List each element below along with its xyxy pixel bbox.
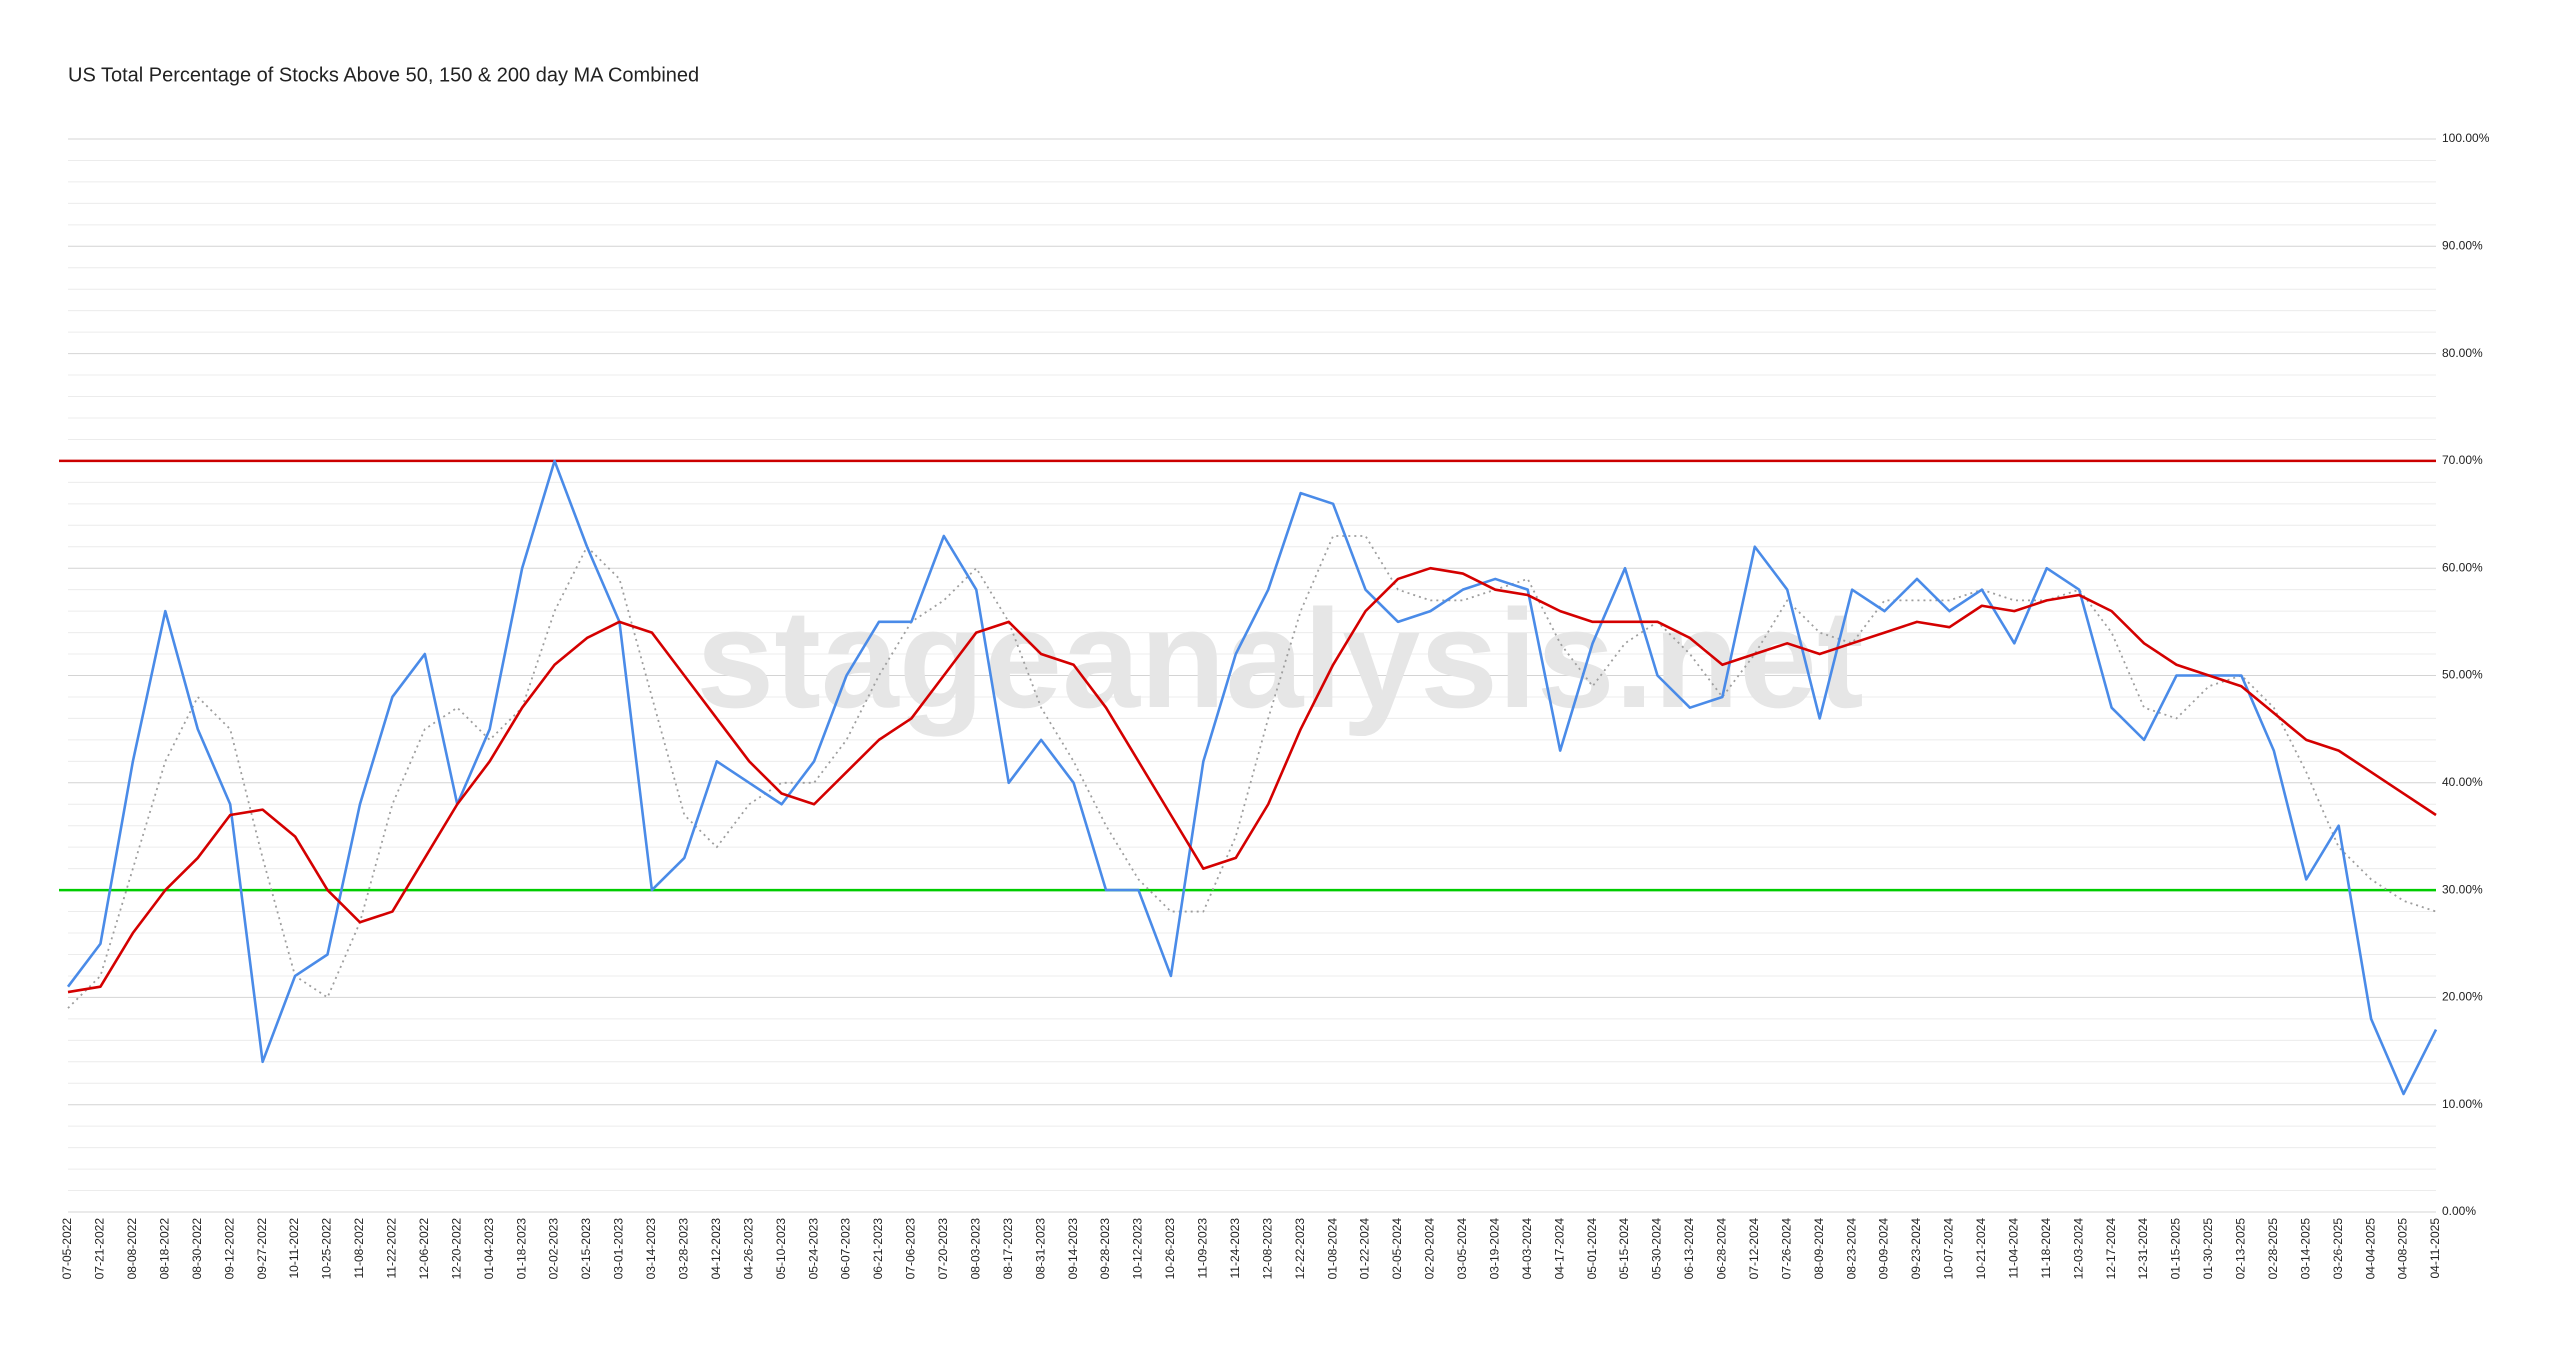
series-line (67, 566, 2437, 994)
x-tick-label: 04-03-2024 (1520, 1218, 1534, 1280)
y-tick-label: 80.00% (2442, 346, 2483, 360)
x-tick-label: 09-14-2023 (1066, 1218, 1080, 1280)
x-tick-label: 04-11-2025 (2428, 1218, 2442, 1279)
x-tick-label: 03-19-2024 (1487, 1218, 1501, 1280)
x-tick-label: 01-18-2023 (514, 1218, 528, 1280)
x-tick-label: 07-21-2022 (93, 1218, 107, 1280)
x-tick-label: 03-26-2025 (2331, 1218, 2345, 1280)
y-tick-label: 60.00% (2442, 560, 2483, 574)
x-tick-label: 03-14-2023 (644, 1218, 658, 1280)
x-tick-label: 10-26-2023 (1163, 1218, 1177, 1280)
x-tick-label: 12-31-2024 (2136, 1218, 2150, 1280)
x-tick-label: 07-26-2024 (1779, 1218, 1793, 1280)
x-tick-label: 09-23-2024 (1909, 1218, 1923, 1280)
x-tick-label: 03-14-2025 (2298, 1218, 2312, 1280)
x-tick-label: 05-10-2023 (774, 1218, 788, 1280)
y-tick-label: 90.00% (2442, 238, 2483, 252)
y-tick-label: 20.00% (2442, 990, 2483, 1004)
x-tick-label: 11-08-2022 (352, 1218, 366, 1279)
x-tick-label: 11-24-2023 (1228, 1218, 1242, 1279)
series-line (67, 535, 2437, 1009)
y-tick-label: 10.00% (2442, 1097, 2483, 1111)
x-tick-label: 11-04-2024 (2006, 1218, 2020, 1279)
x-tick-label: 05-24-2023 (806, 1218, 820, 1280)
x-tick-label: 06-07-2023 (839, 1218, 853, 1280)
x-tick-label: 03-28-2023 (677, 1218, 691, 1280)
x-tick-label: 07-20-2023 (936, 1218, 950, 1280)
x-tick-label: 11-18-2024 (2039, 1218, 2053, 1279)
x-tick-label: 04-08-2025 (2396, 1218, 2410, 1280)
chart-title: US Total Percentage of Stocks Above 50, … (68, 64, 699, 86)
x-tick-label: 12-08-2023 (1260, 1218, 1274, 1280)
x-tick-label: 08-17-2023 (1001, 1218, 1015, 1280)
x-tick-label: 08-30-2022 (190, 1218, 204, 1280)
x-tick-label: 11-22-2022 (385, 1218, 399, 1279)
x-tick-label: 02-15-2023 (579, 1218, 593, 1280)
x-tick-label: 09-12-2022 (222, 1218, 236, 1280)
x-tick-label: 07-12-2024 (1747, 1218, 1761, 1280)
x-tick-label: 10-25-2022 (320, 1218, 334, 1280)
x-tick-label: 12-03-2024 (2071, 1218, 2085, 1280)
x-tick-label: 01-08-2024 (1325, 1218, 1339, 1280)
x-tick-label: 03-01-2023 (612, 1218, 626, 1280)
x-tick-label: 09-27-2022 (255, 1218, 269, 1280)
x-tick-label: 05-30-2024 (1650, 1218, 1664, 1280)
y-tick-label: 50.00% (2442, 668, 2483, 682)
x-tick-label: 10-12-2023 (1131, 1218, 1145, 1280)
y-tick-label: 100.00% (2442, 131, 2490, 145)
watermark: stageanalysis.net (696, 580, 1863, 737)
x-tick-label: 12-17-2024 (2104, 1218, 2118, 1280)
x-tick-label: 02-13-2025 (2234, 1218, 2248, 1280)
x-tick-label: 04-26-2023 (741, 1218, 755, 1280)
x-tick-label: 10-21-2024 (1974, 1218, 1988, 1280)
x-tick-label: 03-05-2024 (1455, 1218, 1469, 1280)
x-tick-label: 04-04-2025 (2363, 1218, 2377, 1280)
x-tick-label: 12-20-2022 (449, 1218, 463, 1280)
y-tick-label: 40.00% (2442, 775, 2483, 789)
x-tick-label: 12-06-2022 (417, 1218, 431, 1280)
y-tick-label: 0.00% (2442, 1204, 2476, 1218)
y-tick-label: 30.00% (2442, 882, 2483, 896)
x-tick-label: 09-09-2024 (1877, 1218, 1891, 1280)
x-tick-label: 01-15-2025 (2169, 1218, 2183, 1280)
x-tick-label: 06-13-2024 (1682, 1218, 1696, 1280)
x-tick-label: 08-23-2024 (1844, 1218, 1858, 1280)
y-tick-label: 70.00% (2442, 453, 2483, 467)
x-tick-label: 05-15-2024 (1617, 1218, 1631, 1280)
x-tick-label: 08-18-2022 (157, 1218, 171, 1280)
x-tick-label: 07-06-2023 (904, 1218, 918, 1280)
x-tick-label: 02-02-2023 (547, 1218, 561, 1280)
x-tick-label: 01-22-2024 (1358, 1218, 1372, 1280)
x-tick-label: 08-31-2023 (1033, 1218, 1047, 1280)
x-tick-label: 08-09-2024 (1812, 1218, 1826, 1280)
x-tick-label: 06-21-2023 (871, 1218, 885, 1280)
x-tick-label: 12-22-2023 (1293, 1218, 1307, 1280)
x-tick-label: 11-09-2023 (1196, 1218, 1210, 1279)
x-tick-label: 01-04-2023 (482, 1218, 496, 1280)
x-tick-label: 10-11-2022 (287, 1218, 301, 1279)
series-line (66, 459, 2438, 1096)
x-tick-label: 04-17-2024 (1552, 1218, 1566, 1280)
x-tick-label: 06-28-2024 (1715, 1218, 1729, 1280)
x-tick-label: 02-05-2024 (1390, 1218, 1404, 1280)
x-tick-label: 02-20-2024 (1423, 1218, 1437, 1280)
x-tick-label: 08-08-2022 (125, 1218, 139, 1280)
x-tick-label: 05-01-2024 (1585, 1218, 1599, 1280)
x-tick-label: 07-05-2022 (60, 1218, 74, 1280)
x-tick-label: 01-30-2025 (2201, 1218, 2215, 1280)
x-tick-label: 10-07-2024 (1942, 1218, 1956, 1280)
x-tick-label: 04-12-2023 (709, 1218, 723, 1280)
x-tick-label: 08-03-2023 (968, 1218, 982, 1280)
x-tick-label: 02-28-2025 (2266, 1218, 2280, 1280)
x-tick-label: 09-28-2023 (1098, 1218, 1112, 1280)
